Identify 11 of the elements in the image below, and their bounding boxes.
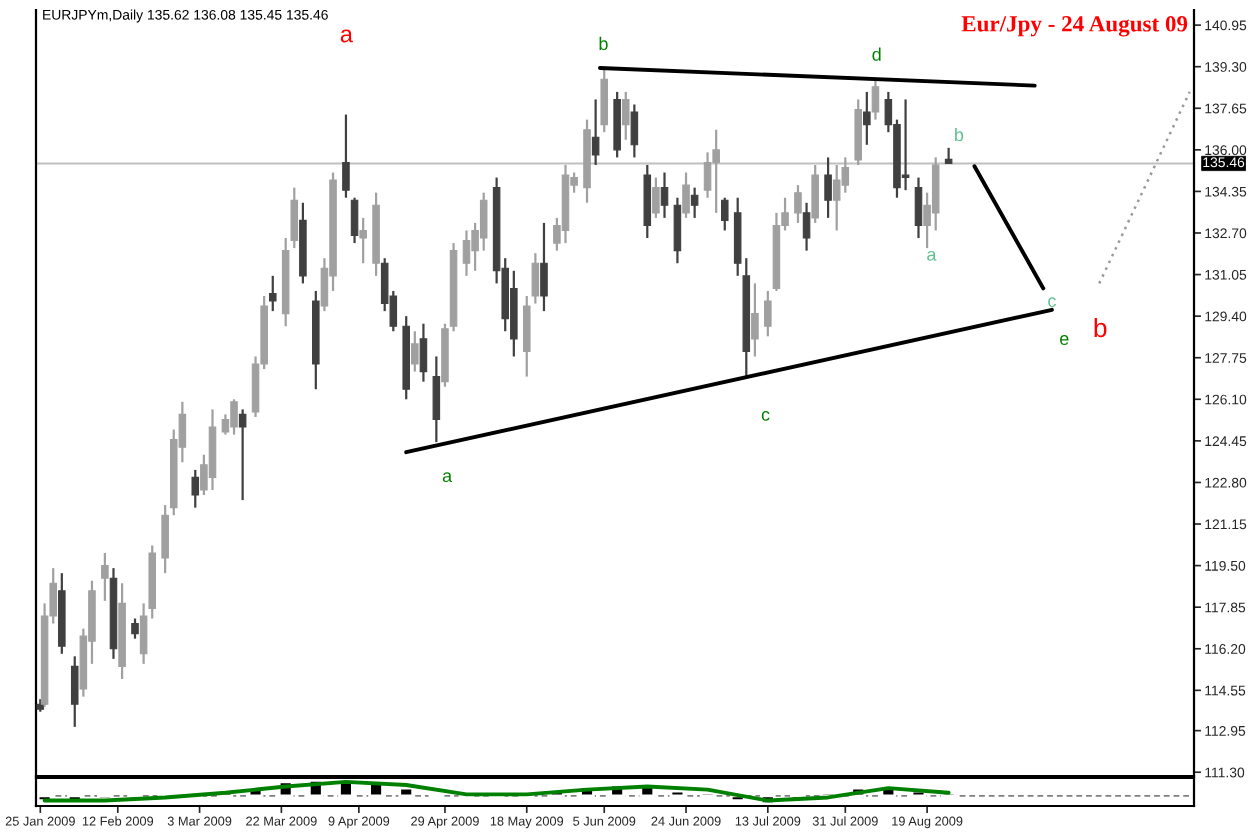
annotation: b xyxy=(599,36,608,51)
annotation: e xyxy=(1060,335,1069,345)
annotation: a xyxy=(927,250,937,261)
annotation: d xyxy=(872,47,881,61)
chart-title: Eur/Jpy - 24 August 09 xyxy=(961,16,1188,37)
annotation: a xyxy=(442,472,453,483)
annotation: b xyxy=(1094,317,1107,338)
annotation: a xyxy=(340,29,353,43)
annotation: c xyxy=(1048,297,1056,308)
annotation: b xyxy=(955,127,964,142)
annotation: c xyxy=(761,410,770,421)
